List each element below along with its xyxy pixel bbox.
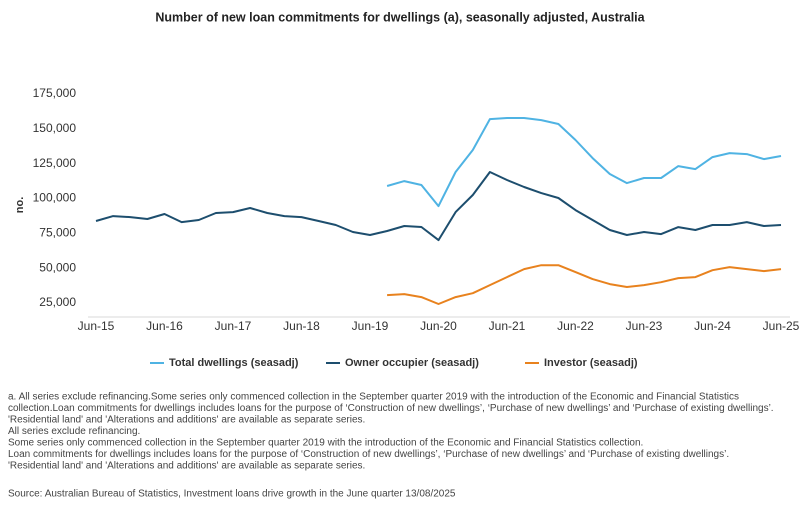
legend-label: Owner occupier (seasadj) <box>345 357 479 369</box>
footnote: Loan commitments for dwellings includes … <box>8 449 729 460</box>
x-tick-label: Jun-21 <box>489 319 526 333</box>
y-tick-label: 125,000 <box>33 156 77 170</box>
x-tick-label: Jun-22 <box>557 319 594 333</box>
legend-label: Investor (seasadj) <box>544 357 638 369</box>
y-axis-label: no. <box>14 197 26 214</box>
x-tick-label: Jun-19 <box>352 319 389 333</box>
y-tick-label: 150,000 <box>33 121 77 135</box>
x-tick-label: Jun-25 <box>763 319 800 333</box>
y-tick-label: 75,000 <box>39 226 76 240</box>
footnote: All series exclude refinancing. <box>8 426 140 437</box>
x-tick-label: Jun-16 <box>146 319 183 333</box>
y-tick-label: 50,000 <box>39 260 76 274</box>
x-tick-label: Jun-17 <box>215 319 252 333</box>
footnote: 'Residential land' and 'Alterations and … <box>8 461 365 472</box>
footnote: a. All series exclude refinancing.Some s… <box>8 392 739 403</box>
footnote: Some series only commenced collection in… <box>8 438 643 449</box>
x-tick-label: Jun-24 <box>694 319 731 333</box>
series-line <box>95 171 782 242</box>
chart-title: Number of new loan commitments for dwell… <box>155 10 645 24</box>
x-tick-label: Jun-23 <box>626 319 663 333</box>
footnote: 'Residential land' and 'Alterations and … <box>8 415 365 426</box>
source-note: Source: Australian Bureau of Statistics,… <box>8 489 456 500</box>
series-line <box>386 117 782 208</box>
y-tick-label: 100,000 <box>33 191 77 205</box>
x-tick-label: Jun-18 <box>283 319 320 333</box>
x-tick-label: Jun-20 <box>420 319 457 333</box>
legend-label: Total dwellings (seasadj) <box>169 357 299 369</box>
series-line <box>387 264 782 305</box>
footnote: collection.Loan commitments for dwelling… <box>8 403 774 414</box>
x-tick-label: Jun-15 <box>78 319 115 333</box>
y-tick-label: 175,000 <box>33 86 77 100</box>
y-tick-label: 25,000 <box>39 295 76 309</box>
